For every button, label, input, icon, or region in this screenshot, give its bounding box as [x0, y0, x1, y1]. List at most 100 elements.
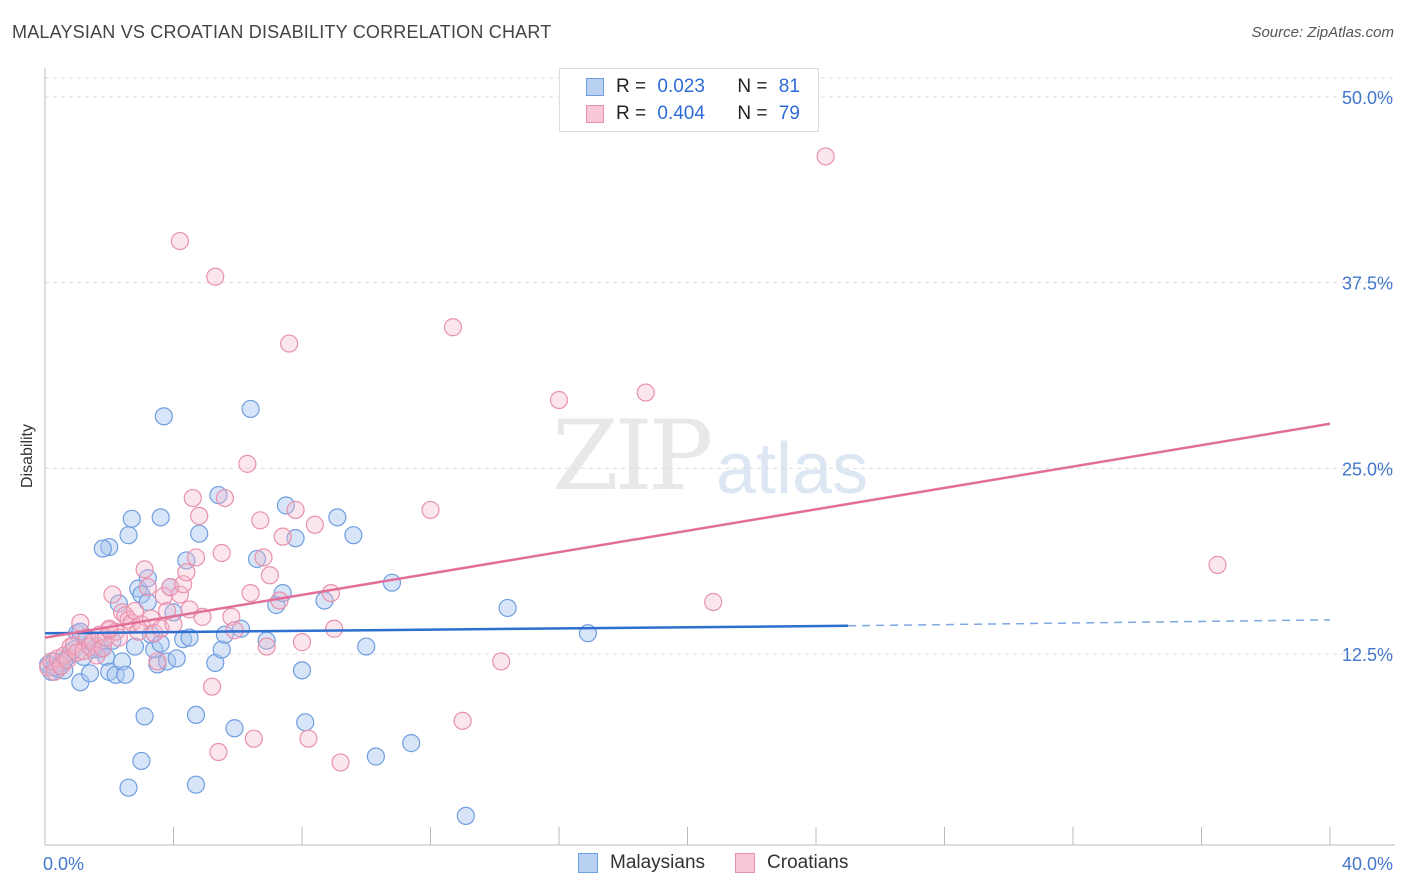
y-tick-label: 37.5% — [1342, 274, 1393, 294]
data-point-croatians — [492, 652, 511, 671]
data-point-croatians — [103, 585, 122, 604]
data-point-malaysians — [132, 751, 151, 771]
watermark-atlas: atlas — [716, 429, 869, 509]
data-point-malaysians — [174, 630, 193, 649]
data-point-croatians — [292, 633, 312, 652]
data-point-croatians — [170, 585, 190, 604]
data-point-croatians — [251, 511, 270, 530]
data-point-croatians — [244, 729, 263, 748]
data-point-croatians — [154, 586, 173, 606]
data-point-croatians — [331, 753, 350, 772]
legend-r-value: 0.023 — [657, 76, 705, 97]
data-point-croatians — [325, 619, 344, 638]
data-point-croatians — [170, 231, 190, 251]
data-point-croatians — [174, 575, 193, 594]
data-point-croatians — [421, 500, 440, 520]
data-point-malaysians — [119, 778, 138, 797]
data-point-malaysians — [186, 775, 206, 794]
trend-line-malaysians — [44, 624, 849, 635]
data-point-croatians — [254, 548, 273, 567]
data-point-croatians — [135, 560, 154, 579]
legend: R = 0.023 N = 81 R = 0.404 N = 79 — [559, 68, 819, 132]
data-point-croatians — [183, 488, 202, 508]
data-point-malaysians — [402, 734, 421, 753]
legend-row-malaysians: R = 0.023 N = 81 — [586, 75, 800, 99]
data-point-croatians — [704, 592, 723, 612]
data-point-croatians — [241, 584, 260, 603]
data-point-malaysians — [135, 707, 154, 726]
data-point-malaysians — [186, 705, 206, 724]
y-tick-label: 25.0% — [1342, 459, 1393, 479]
data-point-malaysians — [151, 634, 170, 653]
legend-n-label: N = — [737, 76, 768, 97]
data-point-malaysians — [180, 628, 199, 647]
trend-line-croatians — [44, 422, 1331, 639]
data-point-malaysians — [125, 637, 145, 656]
data-point-malaysians — [498, 598, 517, 618]
data-point-croatians — [206, 267, 225, 286]
data-point-malaysians — [119, 526, 138, 545]
data-point-malaysians — [151, 508, 170, 527]
watermark-zip: ZIP — [552, 400, 713, 512]
bottom-legend-swatch-blue — [578, 853, 598, 873]
data-point-croatians — [549, 390, 569, 410]
data-point-malaysians — [344, 526, 363, 545]
bottom-legend-swatch-pink — [735, 853, 756, 873]
data-point-croatians — [215, 488, 234, 508]
data-point-croatians — [257, 637, 276, 656]
data-point-croatians — [299, 729, 318, 748]
source-label: Source: ZipAtlas.com — [1251, 24, 1394, 41]
data-point-croatians — [222, 607, 241, 626]
bottom-legend-croatians: Croatians — [767, 852, 849, 873]
data-point-malaysians — [167, 649, 186, 668]
data-point-croatians — [212, 543, 231, 563]
data-point-malaysians — [231, 619, 251, 638]
data-point-croatians — [321, 584, 341, 603]
data-point-croatians — [636, 383, 655, 402]
legend-row-croatians: R = 0.404 N = 79 — [586, 102, 800, 126]
data-point-croatians — [238, 454, 257, 473]
data-point-croatians — [87, 646, 106, 665]
data-point-croatians — [286, 500, 305, 520]
data-point-malaysians — [100, 537, 119, 557]
data-point-malaysians — [154, 407, 173, 426]
data-point-croatians — [273, 527, 292, 546]
data-point-malaysians — [292, 661, 312, 680]
legend-r-label: R = — [616, 76, 647, 97]
chart-title: MALAYSIAN VS CROATIAN DISABILITY CORRELA… — [12, 22, 552, 42]
data-point-malaysians — [328, 508, 347, 527]
data-point-croatians — [816, 147, 835, 166]
data-point-croatians — [453, 711, 472, 730]
trend-line-malaysians-extension — [848, 619, 1331, 627]
data-point-malaysians — [116, 665, 135, 684]
data-point-malaysians — [190, 524, 209, 543]
data-point-malaysians — [225, 719, 244, 738]
data-point-malaysians — [456, 806, 475, 826]
data-point-malaysians — [276, 496, 296, 515]
data-point-croatians — [138, 578, 157, 597]
data-point-croatians — [93, 638, 112, 658]
legend-r-value: 0.404 — [657, 103, 705, 124]
data-point-malaysians — [247, 549, 267, 569]
data-point-croatians — [186, 548, 206, 567]
legend-swatch-blue — [586, 78, 604, 96]
data-point-croatians — [209, 742, 228, 762]
bottom-legend: Malaysians Croatians — [578, 852, 848, 874]
bottom-legend-malaysians: Malaysians — [610, 852, 706, 873]
x-tick-label: 0.0% — [43, 854, 84, 874]
legend-n-label: N = — [737, 103, 768, 124]
data-point-croatians — [148, 652, 167, 671]
data-point-malaysians — [382, 573, 402, 592]
data-point-malaysians — [296, 713, 315, 732]
data-point-croatians — [260, 566, 279, 585]
data-point-croatians — [443, 318, 463, 337]
data-point-croatians — [177, 563, 196, 582]
data-point-malaysians — [132, 585, 151, 604]
data-point-malaysians — [122, 509, 141, 528]
data-point-croatians — [190, 506, 209, 525]
data-point-malaysians — [366, 747, 385, 766]
legend-swatch-pink — [586, 105, 604, 123]
data-point-malaysians — [241, 399, 260, 419]
data-point-croatians — [1208, 555, 1227, 574]
